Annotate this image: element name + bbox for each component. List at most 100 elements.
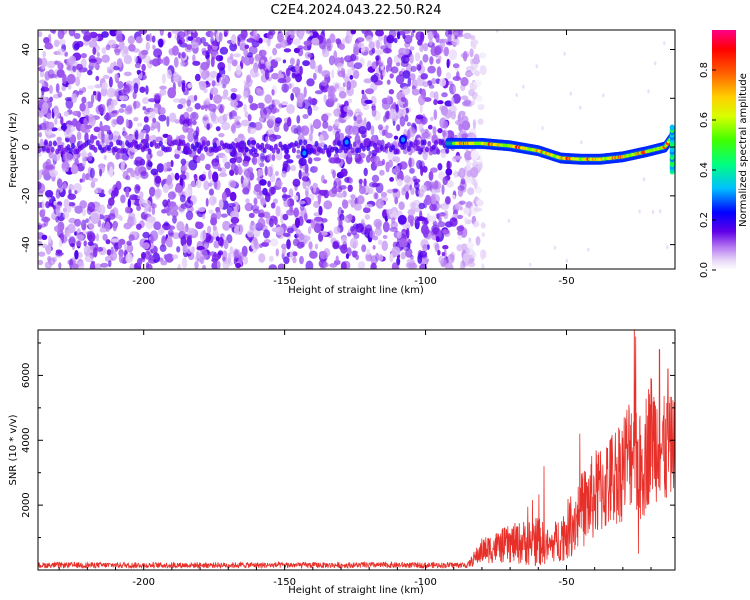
noise-blob [72,183,82,194]
noise-blob [428,84,435,89]
noise-blob [202,116,208,121]
noise-blob [369,157,376,163]
noise-blob [158,38,164,48]
noise-blob [321,70,331,78]
noise-blob [58,239,63,248]
noise-blob [389,177,394,182]
noise-blob [268,264,278,269]
noise-blob [57,60,62,71]
noise-blob [288,64,295,71]
noise-blob [477,161,483,169]
noise-blob [259,63,266,69]
noise-blob [40,223,46,228]
noise-blob [210,31,214,41]
noise-blob [138,50,147,60]
noise-blob [41,81,45,87]
noise-blob [38,190,44,196]
noise-blob [283,48,292,53]
noise-blob [56,48,66,56]
colorbar-label: Normalized spectral amplitude [738,73,749,227]
noise-blob [57,201,63,207]
noise-blob [254,53,261,61]
signal-band-blob [70,143,75,150]
noise-blob [481,263,485,269]
noise-blob [220,213,228,218]
noise-blob [123,84,131,95]
noise-blob [335,255,339,263]
noise-blob [272,47,278,56]
spectrogram-signal-track [41,124,675,175]
noise-blob [467,179,474,184]
noise-blob [418,202,425,210]
noise-blob [186,44,193,50]
noise-blob [40,93,45,101]
noise-blob [135,36,143,44]
noise-blob [336,62,344,69]
noise-blob [389,73,394,79]
noise-blob [128,234,135,242]
signal-spot-core [401,137,406,143]
noise-blob [221,95,228,100]
noise-blob [238,252,244,263]
noise-blob [162,133,169,138]
noise-blob [174,153,180,159]
noise-blob [402,47,410,55]
signal-band-blob [52,140,57,147]
noise-blob [309,59,316,70]
noise-blob [192,30,196,33]
noise-blob [45,201,51,209]
noise-blob [131,216,137,226]
noise-blob [400,55,410,64]
noise-blob [205,70,210,78]
spectrogram-x-tick-label: -200 [132,276,155,287]
noise-blob [148,206,152,213]
noise-blob [428,215,437,223]
noise-blob [124,107,133,115]
noise-blob [385,124,389,130]
noise-blob [425,258,430,263]
signal-band-blob [158,140,163,147]
signal-band-blob [298,139,303,146]
noise-blob [647,89,650,94]
noise-blob [146,159,153,171]
noise-blob [142,129,147,135]
signal-band-blob [418,148,423,155]
noise-blob [464,72,474,77]
snr-x-ticks: -200 -150 -100 -50 [58,330,652,588]
noise-blob [382,69,386,77]
noise-blob [303,86,307,98]
noise-blob [136,223,142,230]
spectrogram-x-label: Height of straight line (km) [288,285,424,296]
noise-blob [145,41,150,51]
noise-blob [61,161,70,171]
noise-blob [267,166,273,178]
noise-blob [55,83,60,94]
noise-blob [437,249,441,256]
noise-blob [38,170,43,181]
noise-blob [259,162,265,168]
noise-blob [241,55,245,64]
noise-blob [158,58,163,64]
noise-blob [445,72,452,80]
noise-blob [163,254,167,260]
noise-blob [440,150,447,159]
noise-blob [206,235,214,244]
noise-blob [106,249,112,256]
noise-blob [290,92,295,101]
noise-blob [60,183,68,190]
noise-blob [343,55,353,63]
noise-blob [41,234,48,240]
signal-band-blob [199,144,204,151]
noise-blob [170,160,174,168]
noise-blob [461,133,469,139]
noise-blob [265,60,272,69]
noise-blob [174,172,180,181]
noise-blob [193,174,198,179]
noise-blob [407,77,412,87]
noise-blob [466,161,472,167]
noise-blob [190,111,199,121]
noise-blob [127,35,135,45]
noise-blob [416,159,423,170]
noise-blob [302,60,310,67]
noise-blob [55,207,62,217]
